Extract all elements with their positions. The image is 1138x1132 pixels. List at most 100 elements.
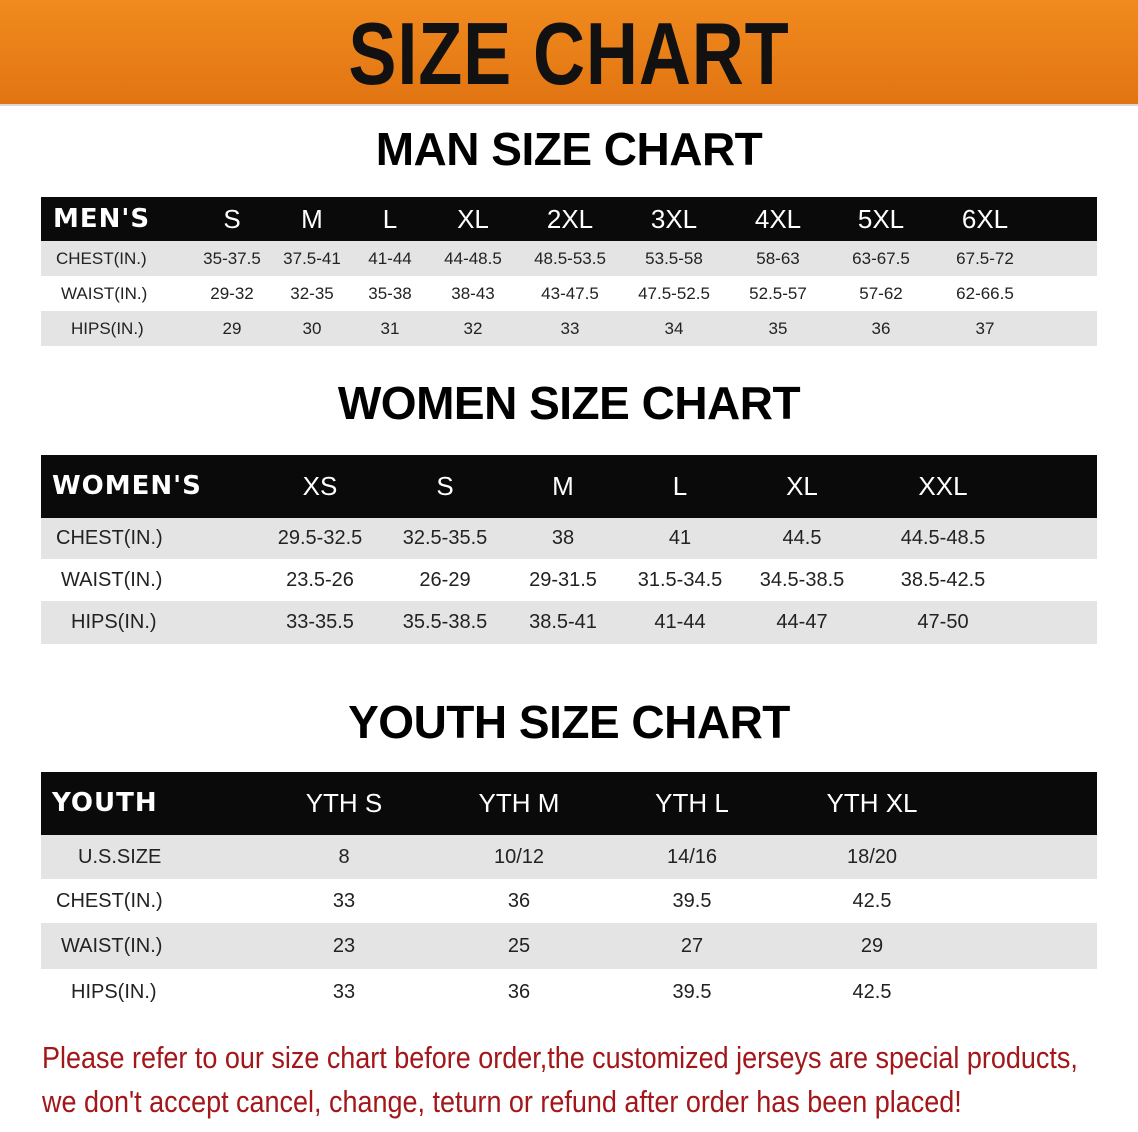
measurement-cell: 33 [560,319,580,338]
size-header: S [223,204,241,234]
size-header: XL [457,204,489,234]
measurement-cell: 42.5 [852,890,892,912]
size-header: YTH XL [826,788,918,818]
page-title: SIZE CHART [348,4,790,103]
table-row: WAIST(IN.) 23 25 27 29 [41,923,1097,969]
measurement-cell: 35.5-38.5 [402,611,488,633]
size-header: YTH M [478,788,560,818]
measurement-cell: 48.5-53.5 [534,249,606,268]
row-label: CHEST(IN.) [56,249,147,268]
measurement-cell: 63-67.5 [852,249,910,268]
row-label: HIPS(IN.) [71,319,144,338]
measurement-cell: 35 [768,319,788,338]
measurement-cell: 36 [871,319,891,338]
measurement-cell: 67.5-72 [956,249,1014,268]
measurement-cell: 29-31.5 [529,569,597,591]
men-size-table: MEN'S S M L XL 2XL 3XL 4XL 5XL 6XL CHEST(IN.) 35-37… [41,197,1097,346]
measurement-cell: 26-29 [419,569,471,591]
table-row: HIPS(IN.) 33 36 39.5 42.5 [41,969,1097,1015]
measurement-cell: 37 [975,319,995,338]
measurement-cell: 41-44 [368,249,412,268]
youth-size-table: YOUTH YTH S YTH M YTH L YTH XL U.S.SIZE 8 10/12… [41,772,1097,1015]
table-row: WAIST(IN.) 23.5-26 26-29 29-31.5 31.5-34.5 34… [41,559,1097,601]
measurement-cell: 25 [507,935,531,957]
youth-header-row: YOUTH YTH S YTH M YTH L YTH XL [41,772,1097,835]
row-label: HIPS(IN.) [71,981,157,1003]
measurement-cell: 39.5 [672,890,712,912]
measurement-cell: 33 [332,890,356,912]
youth-table-heading: YOUTH [52,788,158,818]
measurement-cell: 33 [332,981,356,1003]
measurement-cell: 10/12 [493,846,545,868]
measurement-cell: 37.5-41 [283,249,341,268]
measurement-cell: 38 [551,527,575,549]
policy-note-line-1: Please refer to our size chart before or… [42,1040,1078,1075]
table-row: CHEST(IN.) 29.5-32.5 32.5-35.5 38 41 44.5 44.5… [41,518,1097,559]
table-row: U.S.SIZE 8 10/12 14/16 18/20 [41,835,1097,879]
measurement-cell: 39.5 [672,981,712,1003]
measurement-cell: 27 [680,935,704,957]
measurement-cell: 47-50 [917,611,969,633]
size-header: 5XL [857,204,905,234]
row-label: HIPS(IN.) [71,611,157,633]
measurement-cell: 34.5-38.5 [759,569,845,591]
size-header: XXL [918,471,968,501]
measurement-cell: 23.5-26 [286,569,354,591]
table-row: HIPS(IN.) 33-35.5 35.5-38.5 38.5-41 41-44 44-… [41,601,1097,644]
size-header: 4XL [754,204,802,234]
measurement-cell: 32-35 [290,284,334,303]
title-banner: SIZE CHART [0,0,1138,106]
measurement-cell: 44-47 [776,611,828,633]
measurement-cell: 14/16 [666,846,718,868]
size-header: L [382,204,398,234]
measurement-cell: 29-32 [210,284,254,303]
measurement-cell: 62-66.5 [956,284,1014,303]
measurement-cell: 31 [380,319,400,338]
row-label: U.S.SIZE [78,846,162,868]
measurement-cell: 44.5 [782,527,822,549]
measurement-cell: 30 [302,319,322,338]
measurement-cell: 36 [507,981,531,1003]
size-header: YTH L [655,788,729,818]
measurement-cell: 35-37.5 [203,249,261,268]
measurement-cell: 38-43 [451,284,495,303]
row-label: CHEST(IN.) [56,527,163,549]
measurement-cell: 32 [463,319,483,338]
youth-section-title: YOUTH SIZE CHART [348,696,790,748]
table-row: CHEST(IN.) 35-37.5 37.5-41 41-44 44-48.5 48.5… [41,241,1097,276]
measurement-cell: 41-44 [654,611,706,633]
policy-note-line-2: we don't accept cancel, change, teturn o… [42,1084,962,1119]
measurement-cell: 57-62 [859,284,903,303]
measurement-cell: 53.5-58 [645,249,703,268]
measurement-cell: 32.5-35.5 [402,527,488,549]
row-label: WAIST(IN.) [61,284,148,303]
measurement-cell: 44-48.5 [444,249,502,268]
size-header: 3XL [650,204,698,234]
measurement-cell: 38.5-42.5 [900,569,986,591]
size-header: 2XL [546,204,594,234]
size-header: S [436,471,454,501]
measurement-cell: 38.5-41 [529,611,597,633]
table-row: HIPS(IN.) 29 30 31 32 33 34 35 36 37 [41,311,1097,346]
men-table-heading: MEN'S [53,204,151,234]
women-size-table: WOMEN'S XS S M L XL XXL CHEST(IN.) 29.5-32.5 32.5… [41,455,1097,644]
size-header: XL [786,471,818,501]
row-label: WAIST(IN.) [61,935,163,957]
men-section-title: MAN SIZE CHART [375,123,763,175]
measurement-cell: 43-47.5 [541,284,599,303]
women-header-row: WOMEN'S XS S M L XL XXL [41,455,1097,518]
measurement-cell: 58-63 [756,249,800,268]
measurement-cell: 29.5-32.5 [277,527,363,549]
measurement-cell: 42.5 [852,981,892,1003]
women-table-heading: WOMEN'S [52,471,202,501]
measurement-cell: 34 [664,319,684,338]
measurement-cell: 8 [338,846,350,868]
women-section-title: WOMEN SIZE CHART [337,377,801,429]
table-row: WAIST(IN.) 29-32 32-35 35-38 38-43 43-47.5 47.… [41,276,1097,311]
measurement-cell: 52.5-57 [749,284,807,303]
measurement-cell: 29 [222,319,242,338]
measurement-cell: 41 [668,527,692,549]
men-header-row: MEN'S S M L XL 2XL 3XL 4XL 5XL 6XL [41,197,1097,241]
row-label: CHEST(IN.) [56,890,163,912]
measurement-cell: 18/20 [846,846,898,868]
